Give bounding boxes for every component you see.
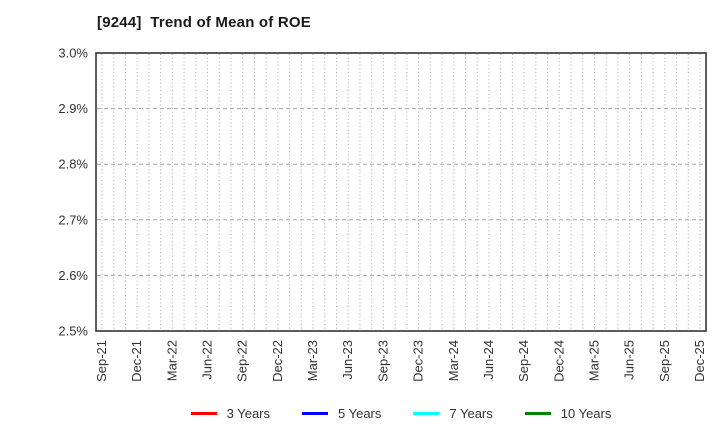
x-tick-label: Sep-24	[516, 340, 531, 382]
x-tick-label: Jun-25	[622, 340, 637, 380]
y-tick-label: 2.5%	[58, 324, 88, 339]
x-tick-label: Sep-22	[235, 340, 250, 382]
x-tick-label: Dec-23	[411, 340, 426, 382]
legend-line-swatch	[413, 411, 440, 415]
x-tick-label: Mar-23	[305, 340, 320, 381]
legend-item-3-years: 3 Years	[190, 405, 270, 421]
legend-item-7-years: 7 Years	[413, 405, 493, 421]
legend-label: 10 Years	[560, 405, 612, 421]
y-tick-label: 2.7%	[58, 212, 88, 227]
legend-item-5-years: 5 Years	[302, 406, 381, 421]
legend-label: 3 Years	[226, 405, 270, 421]
legend-line-swatch	[302, 411, 328, 415]
y-tick-label: 2.9%	[58, 101, 88, 116]
chart-legend: 3 Years 5 Years 7 Years 10 Years	[96, 402, 706, 424]
x-tick-label: Mar-24	[446, 340, 461, 381]
x-tick-label: Jun-23	[340, 340, 355, 380]
x-tick-label: Jun-24	[481, 340, 496, 380]
legend-item-10-years: 10 Years	[524, 405, 612, 421]
x-tick-label: Dec-24	[551, 340, 566, 382]
x-tick-label: Sep-25	[657, 340, 672, 382]
plot-frame	[95, 52, 707, 332]
chart-title: [9244] Trend of Mean of ROE	[97, 14, 311, 31]
x-tick-label: Jun-22	[200, 340, 215, 380]
y-tick-label: 2.6%	[58, 268, 88, 283]
y-tick-label: 3.0%	[58, 46, 88, 61]
x-tick-label: Dec-25	[692, 340, 707, 382]
x-tick-label: Mar-22	[164, 340, 179, 381]
x-tick-label: Dec-22	[270, 340, 285, 382]
legend-label: 5 Years	[338, 405, 382, 421]
x-tick-label: Sep-23	[375, 340, 390, 382]
x-tick-label: Dec-21	[129, 340, 144, 382]
legend-line-swatch	[190, 411, 217, 415]
x-tick-label: Mar-25	[586, 340, 601, 381]
x-tick-label: Sep-21	[94, 340, 109, 382]
y-tick-label: 2.8%	[58, 157, 88, 172]
legend-line-swatch	[524, 411, 551, 415]
legend-label: 7 Years	[449, 405, 493, 421]
